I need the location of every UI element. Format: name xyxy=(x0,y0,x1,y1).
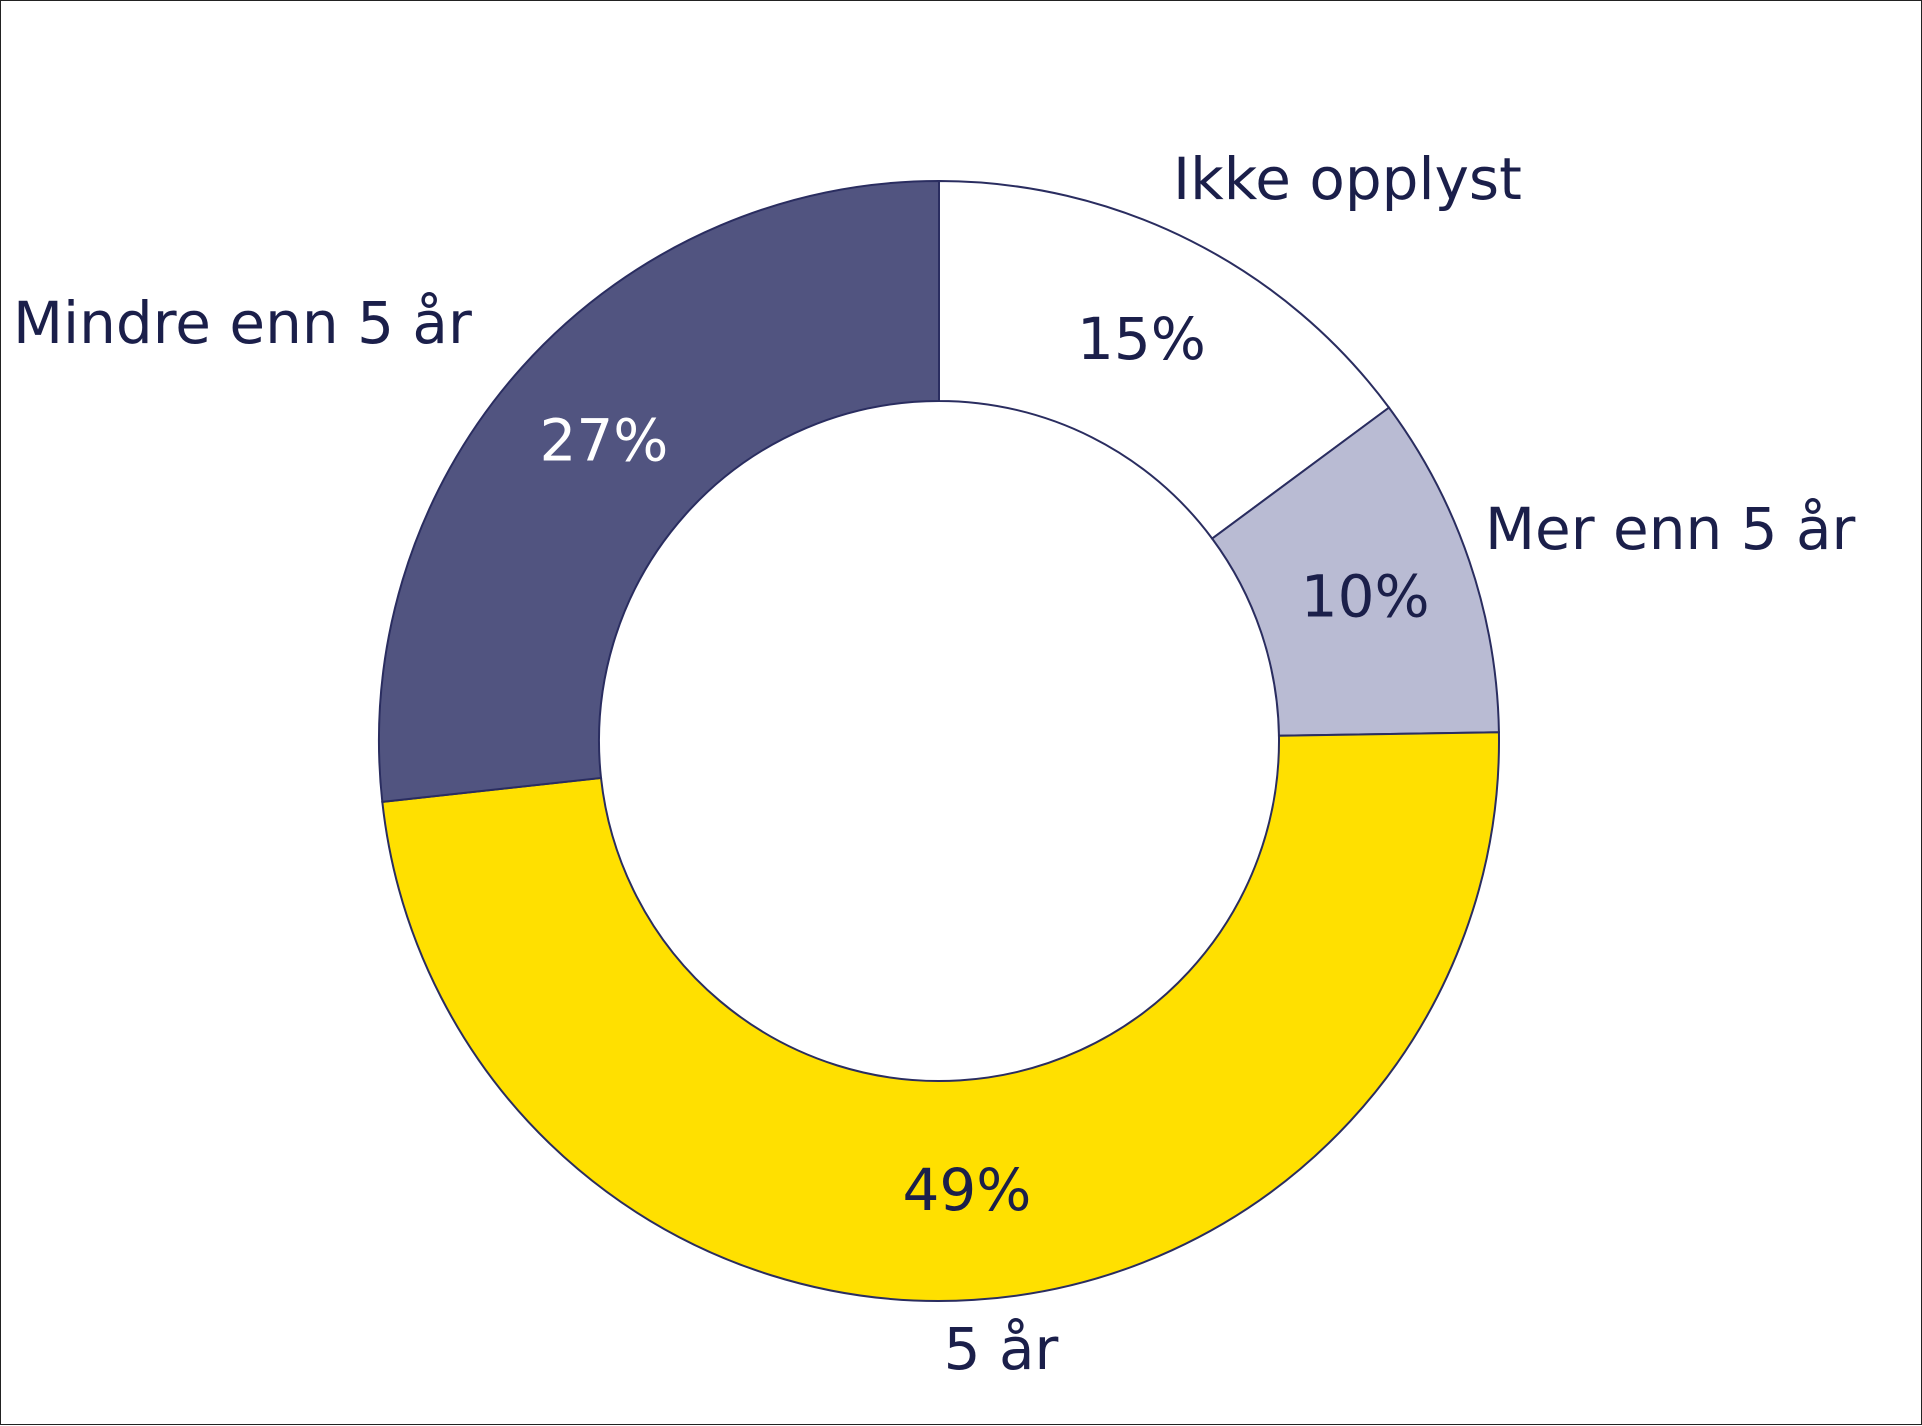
value-label-5-r: 49% xyxy=(903,1156,1032,1224)
value-label-ikke-opplyst: 15% xyxy=(1077,305,1206,373)
value-label-mer-enn-5-r: 10% xyxy=(1301,563,1430,631)
slice-mindre-enn-5-r xyxy=(378,179,940,803)
labels: 15% Ikke opplyst 10% Mer enn 5 år 49% 5 år 27%… xyxy=(13,145,1856,1383)
category-label-5-r: 5 år xyxy=(944,1315,1059,1383)
category-label-ikke-opplyst: Ikke opplyst xyxy=(1173,145,1522,213)
category-label-mer-enn-5-r: Mer enn 5 år xyxy=(1485,495,1856,563)
value-label-mindre-enn-5-r: 27% xyxy=(540,407,669,475)
slice-5-r xyxy=(381,731,1500,1302)
category-label-mindre-enn-5-r: Mindre enn 5 år xyxy=(13,289,472,357)
slices xyxy=(378,179,1500,1302)
slice-ikke-opplyst xyxy=(938,179,1391,540)
